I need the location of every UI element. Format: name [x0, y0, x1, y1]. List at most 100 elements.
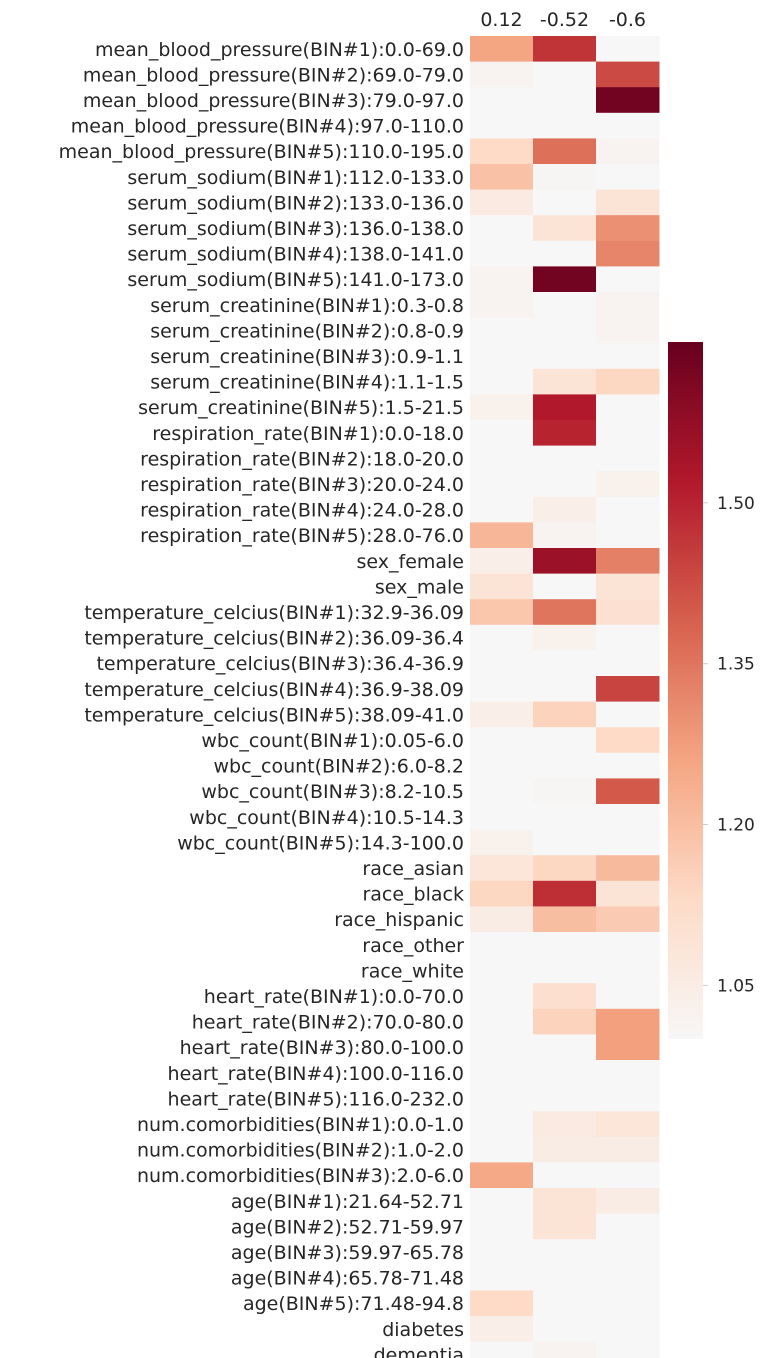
heatmap-cell	[533, 906, 597, 933]
heatmap-cell	[470, 1239, 534, 1266]
heatmap-cell	[596, 727, 660, 754]
heatmap-cell	[533, 1264, 597, 1291]
heatmap-cell	[470, 804, 534, 831]
heatmap-cell	[596, 1034, 660, 1061]
heatmap-cell	[533, 1034, 597, 1061]
column-label: -0.6	[609, 9, 646, 31]
row-label: heart_rate(BIN#5):116.0-232.0	[168, 1088, 464, 1110]
heatmap-cell	[470, 240, 534, 267]
row-label: mean_blood_pressure(BIN#3):79.0-97.0	[83, 90, 464, 112]
heatmap-cell	[470, 164, 534, 191]
heatmap-cell	[596, 957, 660, 984]
heatmap-cell	[533, 215, 597, 242]
heatmap-cell	[470, 445, 534, 472]
heatmap-cell	[533, 880, 597, 907]
heatmap-cell	[470, 727, 534, 754]
row-label: num.comorbidities(BIN#1):0.0-1.0	[137, 1114, 464, 1136]
heatmap-cell	[596, 368, 660, 395]
row-label: serum_creatinine(BIN#2):0.8-0.9	[150, 320, 464, 342]
heatmap-cell	[533, 1008, 597, 1035]
heatmap-cell	[533, 573, 597, 600]
row-label: age(BIN#5):71.48-94.8	[243, 1293, 464, 1315]
row-label: respiration_rate(BIN#4):24.0-28.0	[140, 500, 464, 522]
heatmap-cell	[533, 1213, 597, 1240]
heatmap-cell	[533, 727, 597, 754]
heatmap-cell	[470, 932, 534, 959]
heatmap-cell	[533, 778, 597, 805]
heatmap-cell	[596, 138, 660, 165]
heatmap-cell	[470, 1341, 534, 1358]
heatmap-cell	[596, 1111, 660, 1138]
heatmap-cell	[533, 496, 597, 523]
row-label: serum_sodium(BIN#3):136.0-138.0	[127, 218, 464, 240]
row-label: num.comorbidities(BIN#2):1.0-2.0	[137, 1140, 464, 1162]
heatmap-cell	[596, 266, 660, 293]
heatmap-cell	[470, 471, 534, 498]
heatmap-cell	[533, 1341, 597, 1358]
heatmap-cell	[596, 1239, 660, 1266]
heatmap-cell	[470, 1111, 534, 1138]
heatmap-cell	[470, 778, 534, 805]
row-label: sex_male	[375, 576, 464, 598]
heatmap-cell	[470, 701, 534, 728]
row-label: serum_creatinine(BIN#1):0.3-0.8	[150, 295, 464, 317]
row-label: race_white	[361, 960, 464, 982]
heatmap-cell	[596, 394, 660, 421]
heatmap-cell	[533, 266, 597, 293]
row-label: wbc_count(BIN#5):14.3-100.0	[177, 832, 464, 854]
heatmap-cell	[470, 1085, 534, 1112]
heatmap-cell	[596, 906, 660, 933]
heatmap-cell	[470, 1213, 534, 1240]
heatmap-cell	[533, 1060, 597, 1087]
row-label: age(BIN#1):21.64-52.71	[231, 1191, 464, 1213]
heatmap-cell	[596, 676, 660, 703]
heatmap-cell	[596, 855, 660, 882]
heatmap-cell	[533, 394, 597, 421]
heatmap-cell	[470, 1136, 534, 1163]
heatmap-cell	[596, 624, 660, 651]
column-label: -0.52	[540, 9, 589, 31]
heatmap-cell	[533, 1239, 597, 1266]
row-label: heart_rate(BIN#3):80.0-100.0	[180, 1037, 464, 1059]
heatmap-cell	[470, 61, 534, 88]
heatmap-cell	[533, 420, 597, 447]
heatmap-cell	[596, 522, 660, 549]
row-label: respiration_rate(BIN#2):18.0-20.0	[140, 448, 464, 470]
row-label: mean_blood_pressure(BIN#1):0.0-69.0	[95, 39, 464, 61]
heatmap-cell	[533, 138, 597, 165]
row-label: serum_creatinine(BIN#5):1.5-21.5	[138, 397, 464, 419]
colorbar-tick-label: 1.35	[717, 655, 755, 675]
heatmap-cell	[596, 1008, 660, 1035]
heatmap-cell	[596, 164, 660, 191]
row-label: serum_sodium(BIN#1):112.0-133.0	[127, 167, 464, 189]
heatmap-cell	[596, 189, 660, 216]
row-label: serum_sodium(BIN#2):133.0-136.0	[127, 192, 464, 214]
row-label: race_asian	[362, 858, 464, 880]
row-label: temperature_celcius(BIN#5):38.09-41.0	[84, 704, 464, 726]
heatmap-cell	[470, 624, 534, 651]
row-label: race_black	[362, 884, 464, 906]
heatmap-cell	[596, 1316, 660, 1343]
heatmap-cell	[596, 343, 660, 370]
row-label: serum_creatinine(BIN#4):1.1-1.5	[150, 372, 464, 394]
heatmap-cell	[533, 471, 597, 498]
heatmap-cell	[470, 189, 534, 216]
heatmap-cell	[470, 1264, 534, 1291]
row-label: wbc_count(BIN#2):6.0-8.2	[213, 756, 464, 778]
heatmap-cell	[596, 548, 660, 575]
colorbar-tick-label: 1.50	[717, 494, 755, 514]
heatmap-cell	[596, 1162, 660, 1189]
heatmap-cell	[596, 61, 660, 88]
heatmap-cell	[470, 36, 534, 63]
heatmap-cell	[596, 1341, 660, 1358]
heatmap-cell	[470, 1162, 534, 1189]
row-label: heart_rate(BIN#4):100.0-116.0	[168, 1063, 464, 1085]
row-label: temperature_celcius(BIN#1):32.9-36.09	[84, 602, 464, 624]
heatmap-cell	[533, 548, 597, 575]
heatmap-cell	[470, 522, 534, 549]
heatmap-cell	[596, 496, 660, 523]
heatmap-cell	[470, 1316, 534, 1343]
heatmap-cell	[533, 650, 597, 677]
heatmap-cell	[470, 87, 534, 114]
heatmap-cell	[533, 983, 597, 1010]
